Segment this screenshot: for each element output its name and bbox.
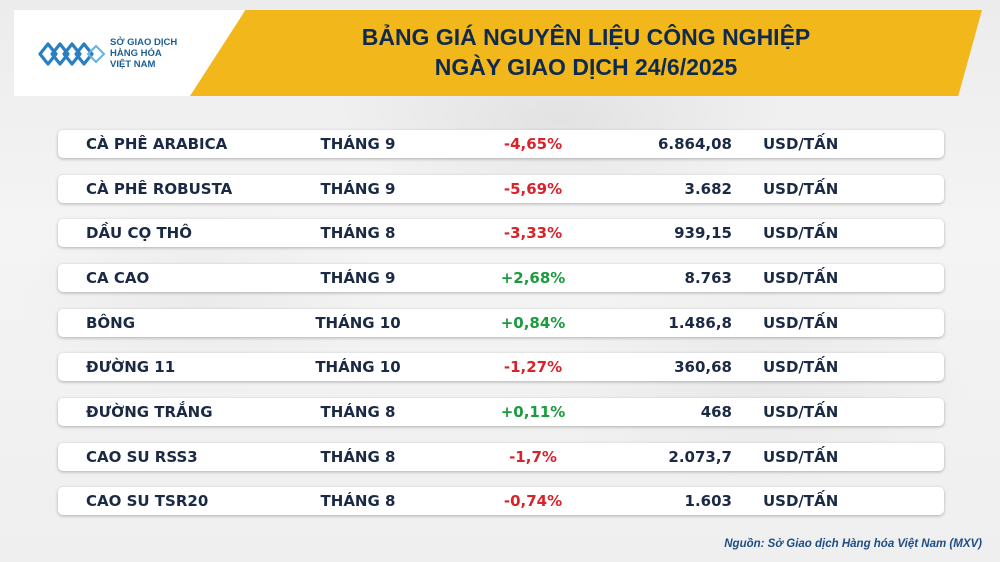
contract-month: THÁNG 10 xyxy=(315,314,401,332)
price-value: 1.486,8 xyxy=(668,314,732,332)
commodity-name: ĐƯỜNG TRẮNG xyxy=(86,403,213,421)
table-row: CAO SU TSR20 THÁNG 8 -0,74% 1.603 USD/TẤN xyxy=(58,487,944,515)
source-note: Nguồn: Sở Giao dịch Hàng hóa Việt Nam (M… xyxy=(724,538,982,550)
price-value: 2.073,7 xyxy=(668,448,732,466)
price-unit: USD/TẤN xyxy=(763,403,839,421)
contract-month: THÁNG 9 xyxy=(320,269,396,287)
price-value: 468 xyxy=(700,403,732,421)
logo-line-3: VIỆT NAM xyxy=(110,59,156,70)
price-change: -0,74% xyxy=(503,492,563,510)
price-unit: USD/TẤN xyxy=(763,358,839,376)
commodity-name: CAO SU RSS3 xyxy=(86,448,198,466)
header: SỞ GIAO DỊCH HÀNG HÓA VIỆT NAM BẢNG GIÁ … xyxy=(14,10,982,96)
price-value: 1.603 xyxy=(684,492,732,510)
contract-month: THÁNG 8 xyxy=(320,492,396,510)
price-change: +2,68% xyxy=(500,269,566,287)
price-unit: USD/TẤN xyxy=(763,492,839,510)
commodity-name: CÀ PHÊ ROBUSTA xyxy=(86,180,233,198)
mxv-logo-icon xyxy=(38,42,106,66)
contract-month: THÁNG 10 xyxy=(315,358,401,376)
logo-line-2: HÀNG HÓA xyxy=(110,48,162,59)
price-change: -4,65% xyxy=(503,135,563,153)
table-row: CAO SU RSS3 THÁNG 8 -1,7% 2.073,7 USD/TẤN xyxy=(58,443,944,471)
commodity-name: DẦU CỌ THÔ xyxy=(86,224,192,242)
contract-month: THÁNG 9 xyxy=(320,135,396,153)
price-unit: USD/TẤN xyxy=(763,180,839,198)
price-change: -5,69% xyxy=(503,180,563,198)
table-row: BÔNG THÁNG 10 +0,84% 1.486,8 USD/TẤN xyxy=(58,309,944,337)
price-unit: USD/TẤN xyxy=(763,269,839,287)
price-value: 6.864,08 xyxy=(657,135,732,153)
table-row: ĐƯỜNG TRẮNG THÁNG 8 +0,11% 468 USD/TẤN xyxy=(58,398,944,426)
commodity-name: CA CAO xyxy=(86,269,150,287)
price-value: 360,68 xyxy=(674,358,732,376)
logo-line-1: SỞ GIAO DỊCH xyxy=(110,37,178,48)
price-change: +0,11% xyxy=(500,403,566,421)
price-change: -1,27% xyxy=(503,358,563,376)
price-value: 939,15 xyxy=(674,224,732,242)
price-value: 8.763 xyxy=(684,269,732,287)
title-banner xyxy=(190,10,982,96)
title-line-2: NGÀY GIAO DỊCH 24/6/2025 xyxy=(434,54,738,80)
contract-month: THÁNG 9 xyxy=(320,180,396,198)
price-value: 3.682 xyxy=(684,180,732,198)
price-change: -1,7% xyxy=(509,448,557,466)
logo-text: SỞ GIAO DỊCH HÀNG HÓA VIỆT NAM xyxy=(110,37,220,70)
contract-month: THÁNG 8 xyxy=(320,403,396,421)
price-unit: USD/TẤN xyxy=(763,135,839,153)
contract-month: THÁNG 8 xyxy=(320,224,396,242)
table-row: DẦU CỌ THÔ THÁNG 8 -3,33% 939,15 USD/TẤN xyxy=(58,219,944,247)
commodity-name: CÀ PHÊ ARABICA xyxy=(86,135,228,153)
contract-month: THÁNG 8 xyxy=(320,448,396,466)
title-line-1: BẢNG GIÁ NGUYÊN LIỆU CÔNG NGHIỆP xyxy=(361,24,811,50)
price-unit: USD/TẤN xyxy=(763,224,839,242)
table-row: CA CAO THÁNG 9 +2,68% 8.763 USD/TẤN xyxy=(58,264,944,292)
commodity-name: CAO SU TSR20 xyxy=(86,492,209,510)
table-row: CÀ PHÊ ARABICA THÁNG 9 -4,65% 6.864,08 USD/T… xyxy=(58,130,944,158)
commodity-name: ĐƯỜNG 11 xyxy=(86,358,176,376)
table-row: CÀ PHÊ ROBUSTA THÁNG 9 -5,69% 3.682 USD/TẤN xyxy=(58,175,944,203)
price-unit: USD/TẤN xyxy=(763,448,839,466)
price-change: -3,33% xyxy=(503,224,563,242)
table-row: ĐƯỜNG 11 THÁNG 10 -1,27% 360,68 USD/TẤN xyxy=(58,353,944,381)
page-title: BẢNG GIÁ NGUYÊN LIỆU CÔNG NGHIỆP NGÀY GI… xyxy=(190,22,982,82)
price-unit: USD/TẤN xyxy=(763,314,839,332)
commodity-name: BÔNG xyxy=(86,314,136,332)
price-change: +0,84% xyxy=(500,314,566,332)
